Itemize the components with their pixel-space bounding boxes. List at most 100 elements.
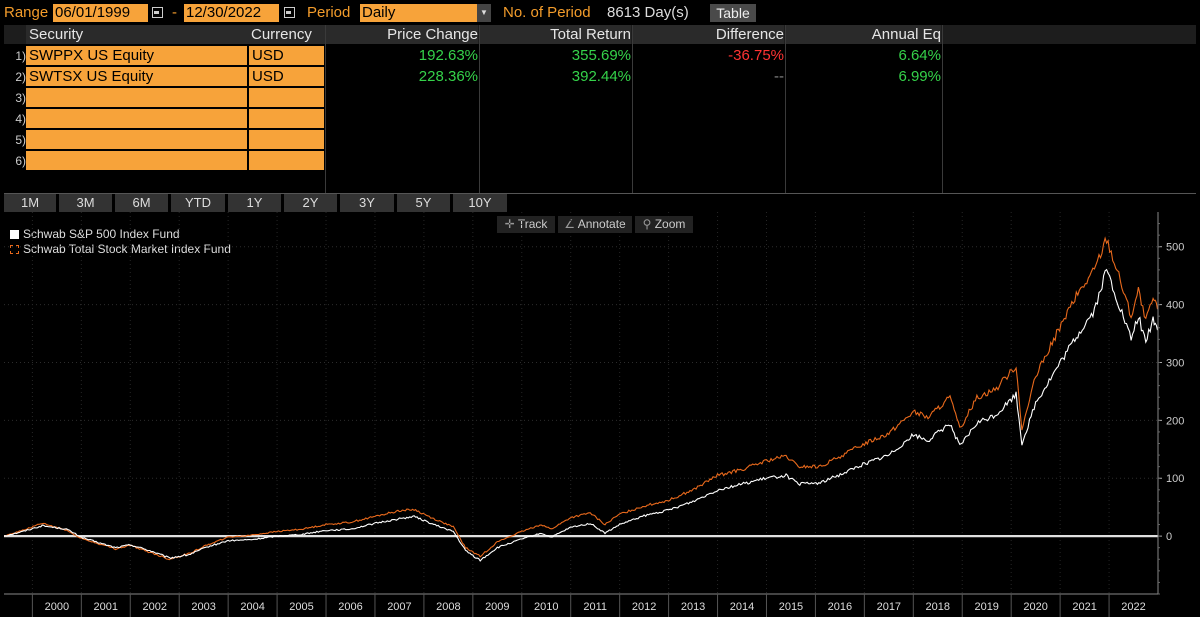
currency-input[interactable] — [249, 151, 324, 170]
x-tick-label: 2006 — [338, 601, 362, 613]
header-currency: Currency — [248, 25, 329, 44]
range-dash: - — [172, 4, 177, 21]
calendar-icon[interactable] — [283, 5, 295, 19]
x-tick-label: 2011 — [583, 601, 607, 613]
x-tick-label: 2014 — [730, 601, 754, 613]
security-input[interactable]: SWTSX US Equity — [26, 67, 247, 86]
currency-input[interactable] — [249, 130, 324, 149]
y-tick-label: 200 — [1166, 415, 1184, 427]
currency-input[interactable]: USD — [249, 67, 324, 86]
x-tick-label: 2020 — [1023, 601, 1047, 613]
divider — [632, 25, 633, 193]
x-tick-label: 2007 — [387, 601, 411, 613]
annotate-label: Annotate — [577, 217, 626, 231]
chevron-down-icon[interactable]: ▼ — [477, 4, 491, 22]
num-period-value: 8613 Day(s) — [607, 4, 689, 21]
magnifier-icon: ⚲ — [642, 217, 652, 231]
period-label: Period — [307, 4, 351, 21]
row-number: 4) — [15, 112, 26, 126]
zoom-label: Zoom — [654, 217, 686, 231]
divider — [325, 25, 326, 193]
end-date-field[interactable]: 12/30/2022 — [184, 4, 279, 22]
y-tick-label: 400 — [1166, 300, 1184, 312]
calendar-icon[interactable] — [151, 5, 163, 19]
period-button-10y[interactable]: 10Y — [453, 194, 507, 212]
divider — [479, 25, 480, 193]
x-tick-label: 2022 — [1121, 601, 1145, 613]
row-number: 3) — [15, 91, 26, 105]
start-date-field[interactable]: 06/01/1999 — [53, 4, 148, 22]
legend-swatch — [10, 230, 19, 239]
row-number: 6) — [15, 154, 26, 168]
securities-table: Security Currency Price Change Total Ret… — [4, 25, 1196, 194]
difference-value: -- — [774, 68, 784, 85]
annual-eq-value: 6.99% — [898, 68, 941, 85]
x-tick-label: 2001 — [94, 601, 118, 613]
x-tick-label: 2021 — [1072, 601, 1096, 613]
chart-grid — [4, 212, 1158, 594]
price-change-value: 192.63% — [418, 47, 478, 64]
total-return-value: 355.69% — [571, 47, 631, 64]
period-button-1y[interactable]: 1Y — [228, 194, 281, 212]
annotate-button[interactable]: ∠ Annotate — [558, 216, 632, 233]
y-tick-label: 300 — [1166, 357, 1184, 369]
currency-input[interactable]: USD — [249, 46, 324, 65]
x-tick-label: 2008 — [436, 601, 460, 613]
y-tick-label: 0 — [1166, 531, 1172, 543]
x-tick-label: 2018 — [926, 601, 950, 613]
security-input[interactable] — [26, 130, 247, 149]
row-number: 2) — [15, 70, 26, 84]
y-axis: 0 100 200 300 400 500 — [1157, 212, 1184, 595]
x-tick-label: 2012 — [632, 601, 656, 613]
x-tick-label: 2003 — [191, 601, 215, 613]
period-button-3m[interactable]: 3M — [59, 194, 112, 212]
x-tick-label: 2009 — [485, 601, 509, 613]
period-select[interactable]: Daily — [360, 4, 477, 22]
zoom-button[interactable]: ⚲ Zoom — [635, 216, 693, 233]
x-tick-label: 2002 — [142, 601, 166, 613]
pencil-icon: ∠ — [564, 217, 576, 231]
x-tick-label: 2005 — [289, 601, 313, 613]
row-number: 1) — [15, 49, 26, 63]
track-button[interactable]: ✛ Track — [497, 216, 555, 233]
security-input[interactable]: SWPPX US Equity — [26, 46, 247, 65]
table-button[interactable]: Table — [710, 4, 756, 22]
legend-label: Schwab S&P 500 Index Fund — [23, 227, 180, 241]
x-tick-label: 2019 — [974, 601, 998, 613]
chart-lines — [3, 236, 1159, 562]
y-tick-label: 100 — [1166, 473, 1184, 485]
crosshair-icon: ✛ — [504, 217, 515, 231]
period-button-6m[interactable]: 6M — [115, 194, 168, 212]
series-line-sp500 — [3, 268, 1159, 562]
x-tick-label: 2015 — [779, 601, 803, 613]
x-tick-label: 2013 — [681, 601, 705, 613]
total-return-value: 392.44% — [571, 68, 631, 85]
divider — [942, 25, 943, 193]
period-button-2y[interactable]: 2Y — [284, 194, 337, 212]
period-button-1m[interactable]: 1M — [4, 194, 56, 212]
x-tick-label: 2010 — [534, 601, 558, 613]
security-input[interactable] — [26, 109, 247, 128]
currency-input[interactable] — [249, 109, 324, 128]
security-input[interactable] — [26, 88, 247, 107]
header-total-return: Total Return — [480, 25, 631, 44]
price-change-value: 228.36% — [418, 68, 478, 85]
annual-eq-value: 6.64% — [898, 47, 941, 64]
legend-swatch — [10, 245, 19, 254]
x-tick-label: 2000 — [45, 601, 69, 613]
divider — [785, 25, 786, 193]
header-security: Security — [26, 25, 249, 44]
security-input[interactable] — [26, 151, 247, 170]
x-tick-label: 2016 — [828, 601, 852, 613]
period-button-3y[interactable]: 3Y — [340, 194, 394, 212]
header-annual-eq: Annual Eq — [786, 25, 941, 44]
currency-input[interactable] — [249, 88, 324, 107]
period-button-5y[interactable]: 5Y — [397, 194, 450, 212]
header-price-change: Price Change — [328, 25, 478, 44]
range-label: Range — [4, 4, 49, 21]
toolbar: Range 06/01/1999 - 12/30/2022 Period Dai… — [0, 0, 1200, 24]
period-button-ytd[interactable]: YTD — [171, 194, 225, 212]
difference-value: -36.75% — [728, 47, 784, 64]
legend-item-sp500: Schwab S&P 500 Index Fund — [10, 227, 180, 241]
